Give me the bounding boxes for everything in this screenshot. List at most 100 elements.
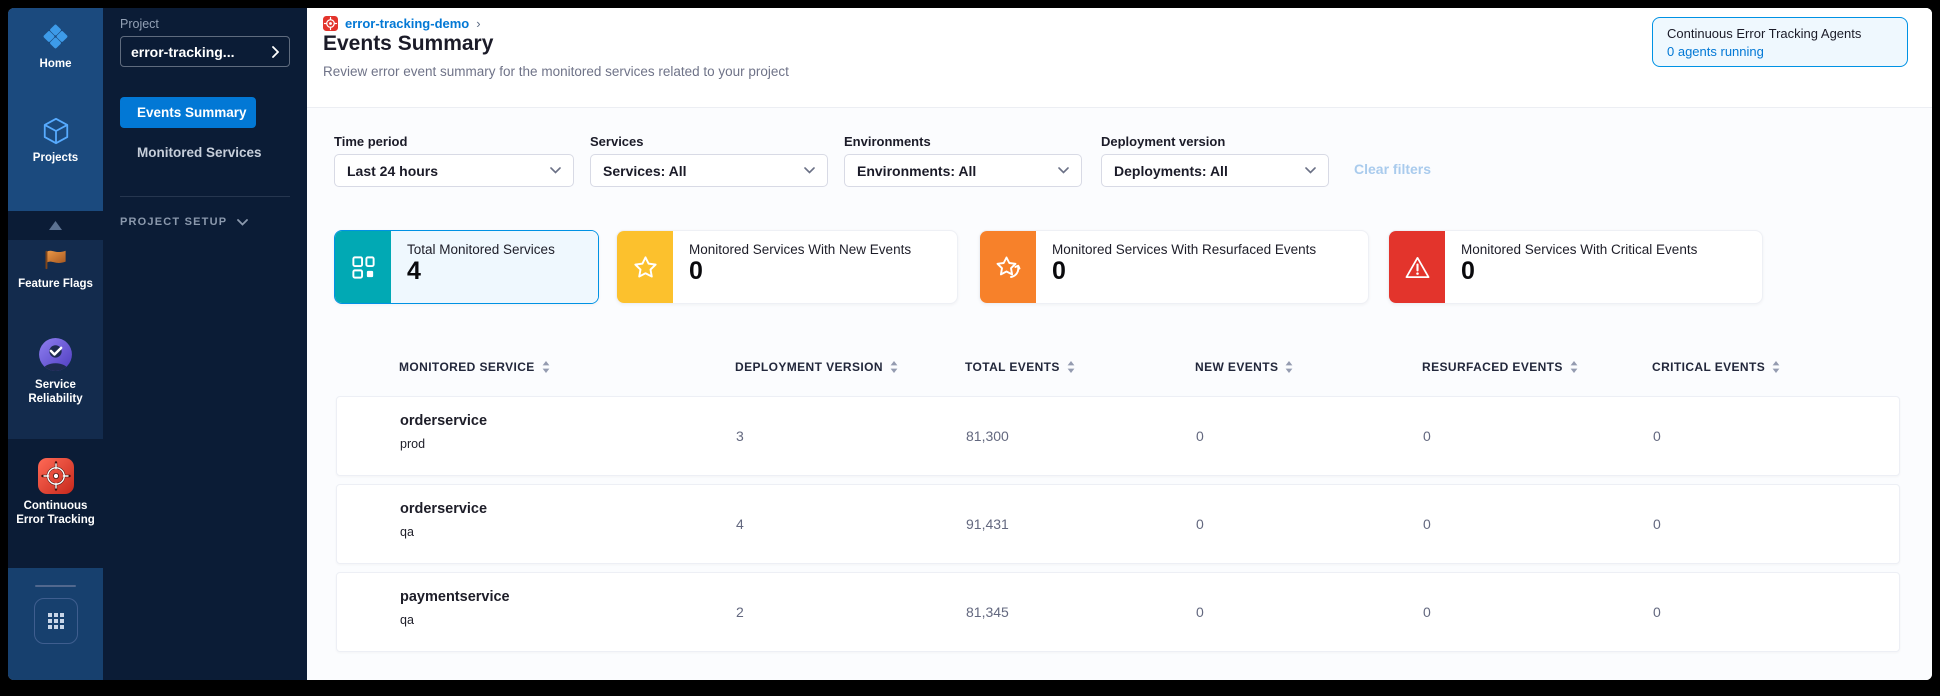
sidebar-item-label: Service Reliability [28, 379, 83, 405]
feature-flags-flag-icon [45, 250, 66, 270]
column-label: CRITICAL EVENTS [1652, 359, 1766, 374]
app-window: Home Projects Feature Flags [8, 8, 1932, 680]
all-modules-button[interactable] [34, 598, 78, 644]
project-selector-value: error-tracking... [131, 43, 235, 60]
table-row[interactable]: orderservice qa 4 91,431 0 0 0 [336, 484, 1900, 564]
nav-item-monitored-services[interactable]: Monitored Services [137, 145, 262, 160]
column-label: NEW EVENTS [1195, 359, 1279, 374]
filter-label-deployment-version: Deployment version [1101, 134, 1226, 149]
card-total-monitored-services[interactable]: Total Monitored Services 4 [334, 230, 599, 304]
project-setup-toggle[interactable]: PROJECT SETUP [120, 216, 249, 228]
sidebar-item-continuous-error-tracking[interactable]: Continuous Error Tracking [8, 458, 103, 527]
error-tracking-target-icon [37, 458, 74, 494]
new-events-cell: 0 [1196, 516, 1204, 532]
card-label: Monitored Services With New Events [689, 242, 912, 257]
column-header-new-events[interactable]: NEW EVENTS [1195, 360, 1422, 374]
column-header-critical-events[interactable]: CRITICAL EVENTS [1652, 360, 1900, 374]
services-dropdown[interactable]: Services: All [590, 154, 828, 187]
chevron-down-icon [237, 218, 249, 226]
column-header-monitored-service[interactable]: MONITORED SERVICE [399, 360, 735, 374]
card-resurfaced-events[interactable]: Monitored Services With Resurfaced Event… [979, 230, 1369, 304]
page-title: Events Summary [323, 32, 494, 55]
total-events-cell: 91,431 [966, 516, 1009, 532]
service-environment: qa [400, 525, 414, 539]
chevron-down-icon [550, 167, 561, 174]
project-selector[interactable]: error-tracking... [120, 36, 290, 67]
service-environment: prod [400, 437, 426, 451]
card-body: Monitored Services With New Events 0 [673, 231, 957, 303]
service-name: paymentservice [400, 589, 510, 605]
card-label: Total Monitored Services [407, 242, 555, 257]
column-header-deployment-version[interactable]: DEPLOYMENT VERSION [735, 360, 965, 374]
service-environment: qa [400, 613, 414, 627]
grid-dots-icon [48, 613, 64, 629]
deployment-version-cell: 2 [736, 604, 744, 620]
card-accent [1389, 231, 1445, 303]
sidebar-item-home[interactable]: Home [8, 21, 103, 72]
deployments-dropdown[interactable]: Deployments: All [1101, 154, 1329, 187]
column-header-resurfaced-events[interactable]: RESURFACED EVENTS [1422, 360, 1652, 374]
table-row[interactable]: paymentservice qa 2 81,345 0 0 0 [336, 572, 1900, 652]
card-critical-events[interactable]: Monitored Services With Critical Events … [1388, 230, 1763, 304]
column-label: DEPLOYMENT VERSION [735, 359, 883, 374]
agents-running-link[interactable]: 0 agents running [1667, 44, 1764, 59]
page-subtitle: Review error event summary for the monit… [323, 64, 789, 79]
home-icon [43, 24, 68, 49]
projects-cube-icon [43, 117, 68, 145]
new-events-cell: 0 [1196, 428, 1204, 444]
sort-icon [1285, 360, 1293, 373]
sidebar-item-label: Feature Flags [18, 278, 93, 290]
project-panel: Project error-tracking... Events Summary… [103, 8, 307, 680]
total-events-cell: 81,300 [966, 428, 1009, 444]
nav-item-events-summary[interactable]: Events Summary [120, 97, 256, 128]
deployment-version-cell: 4 [736, 516, 744, 532]
chevron-down-icon [804, 167, 815, 174]
chevron-right-icon [272, 45, 279, 58]
card-value: 0 [1461, 257, 1475, 285]
card-value: 0 [1052, 257, 1066, 285]
agents-status-box: Continuous Error Tracking Agents 0 agent… [1652, 17, 1908, 67]
error-tracking-target-icon [323, 16, 338, 31]
card-new-events[interactable]: Monitored Services With New Events 0 [616, 230, 958, 304]
deployment-version-cell: 3 [736, 428, 744, 444]
card-accent [980, 231, 1036, 303]
sort-icon [1772, 360, 1780, 373]
breadcrumb-project-link[interactable]: error-tracking-demo [345, 16, 470, 31]
service-name: orderservice [400, 413, 488, 429]
card-value: 0 [689, 257, 703, 285]
filter-label-environments: Environments [844, 134, 931, 149]
total-events-cell: 81,345 [966, 604, 1009, 620]
sidebar-item-projects[interactable]: Projects [8, 116, 103, 166]
sidebar-scroll-up[interactable] [8, 221, 103, 230]
service-reliability-icon [39, 338, 72, 371]
card-body: Total Monitored Services 4 [391, 231, 598, 303]
sidebar-item-label: Projects [32, 152, 79, 164]
sidebar-item-label: Home [39, 58, 72, 70]
time-period-dropdown[interactable]: Last 24 hours [334, 154, 574, 187]
clear-filters-button[interactable]: Clear filters [1354, 161, 1432, 177]
card-accent [617, 231, 673, 303]
service-cell: orderservice prod [400, 397, 736, 475]
column-header-total-events[interactable]: TOTAL EVENTS [965, 360, 1195, 374]
breadcrumb-chevron: › [476, 16, 481, 31]
chevron-down-icon [1058, 167, 1069, 174]
panel-divider [120, 196, 290, 197]
critical-events-cell: 0 [1653, 604, 1661, 620]
sidebar-divider [35, 585, 76, 587]
sidebar-item-label: Continuous Error Tracking [16, 500, 95, 526]
resurfaced-events-cell: 0 [1423, 428, 1431, 444]
project-label: Project [120, 17, 159, 31]
column-label: TOTAL EVENTS [965, 359, 1060, 374]
sidebar-item-service-reliability[interactable]: Service Reliability [8, 336, 103, 406]
resurfaced-events-star-refresh-icon [996, 256, 1021, 278]
dropdown-value: Deployments: All [1114, 162, 1228, 179]
service-name: orderservice [400, 501, 488, 517]
service-cell: orderservice qa [400, 485, 736, 563]
sidebar-item-feature-flags[interactable]: Feature Flags [8, 246, 103, 292]
dropdown-value: Services: All [603, 162, 687, 179]
card-label: Monitored Services With Resurfaced Event… [1052, 242, 1317, 257]
environments-dropdown[interactable]: Environments: All [844, 154, 1082, 187]
nav-item-label: Monitored Services [137, 145, 262, 160]
filter-label-services: Services [590, 134, 644, 149]
table-row[interactable]: orderservice prod 3 81,300 0 0 0 [336, 396, 1900, 476]
